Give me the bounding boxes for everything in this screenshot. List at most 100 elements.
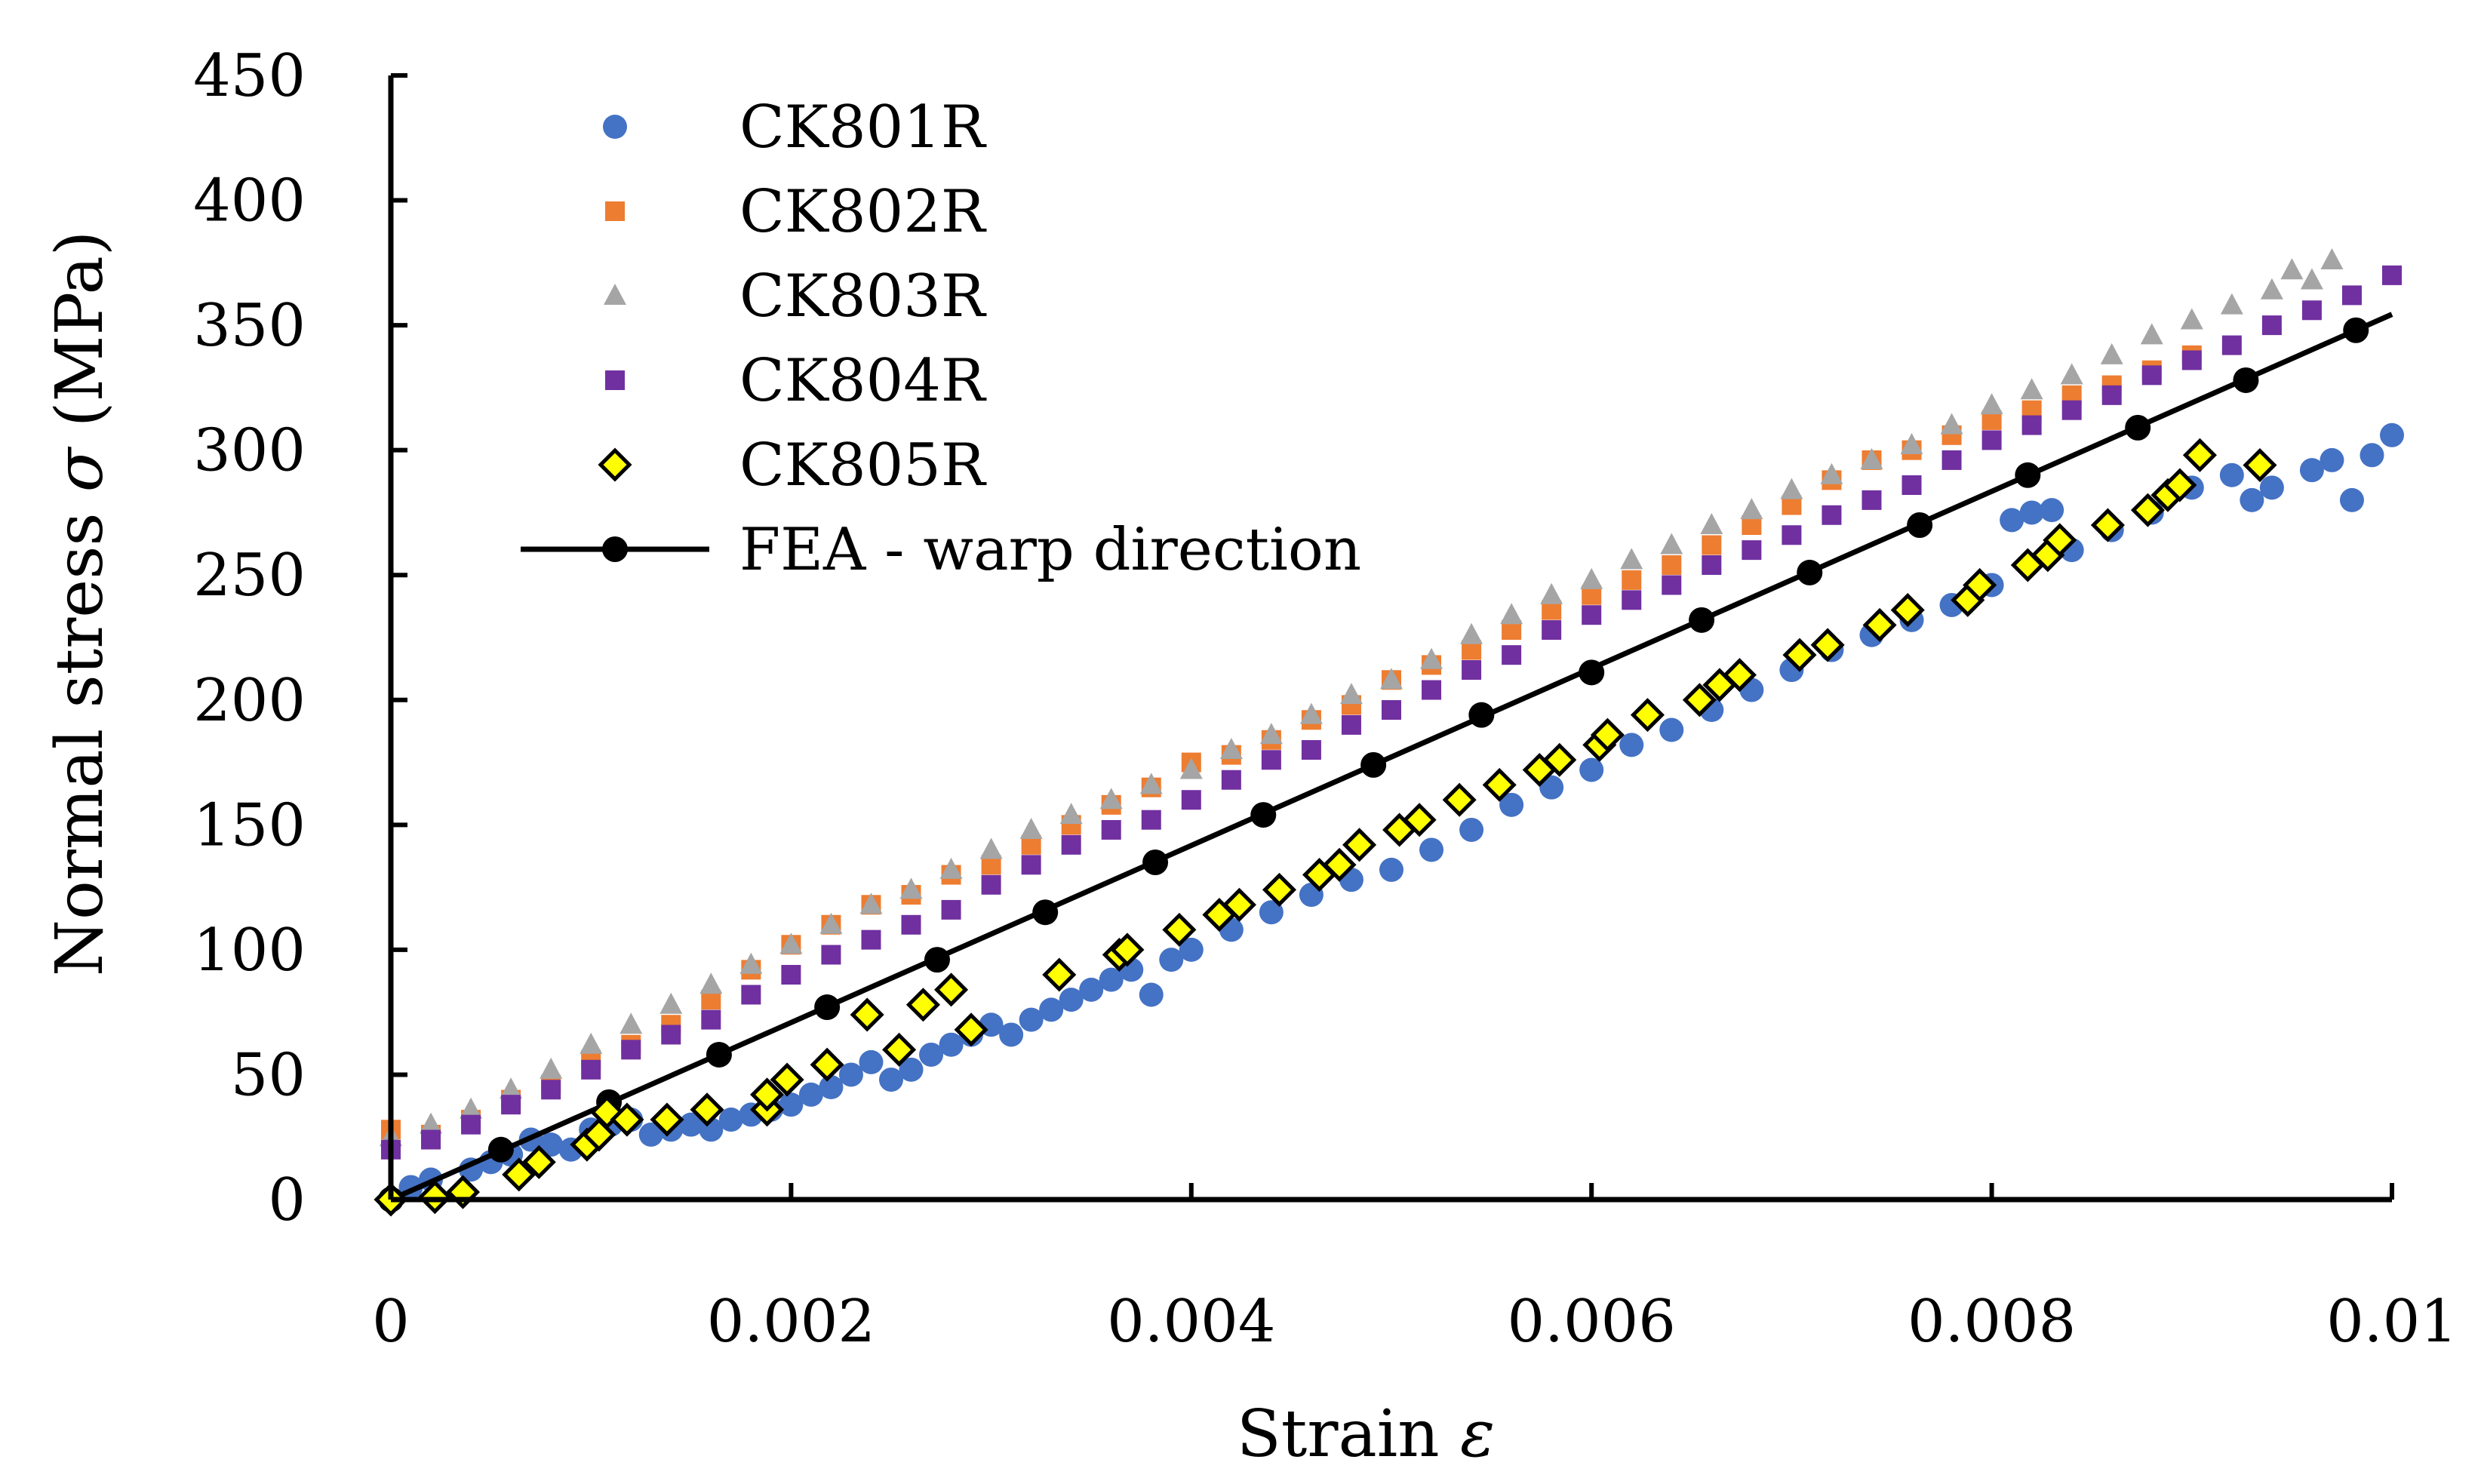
fea-data-point — [1689, 607, 1715, 633]
data-point — [1382, 700, 1401, 720]
data-point — [1622, 590, 1642, 610]
data-point — [1900, 433, 1923, 455]
data-point — [739, 952, 763, 974]
legend-marker — [598, 447, 632, 482]
legend-marker — [603, 115, 627, 139]
data-point — [779, 1092, 804, 1117]
data-point — [1322, 847, 1357, 882]
data-point — [1259, 900, 1284, 925]
data-point — [861, 929, 881, 950]
y-tick-label: 0 — [268, 1166, 306, 1234]
legend-label: CK804R — [739, 347, 987, 415]
data-point — [850, 997, 884, 1032]
data-point — [1722, 658, 1757, 693]
data-point — [882, 1032, 917, 1067]
data-point — [521, 1144, 556, 1179]
data-point — [1460, 622, 1483, 644]
legend-label: FEA - warp direction — [739, 516, 1361, 584]
data-point — [1539, 775, 1564, 800]
data-point — [2320, 248, 2344, 270]
fea-data-point — [2233, 367, 2259, 393]
data-point — [1482, 767, 1517, 802]
data-point — [638, 1122, 663, 1147]
data-point — [718, 1108, 743, 1132]
data-point — [2243, 447, 2277, 483]
data-point — [899, 877, 923, 899]
data-point — [1580, 567, 1603, 589]
data-point — [1462, 660, 1482, 681]
data-point — [919, 1042, 944, 1067]
data-point — [501, 1095, 521, 1115]
data-point — [1219, 738, 1243, 759]
data-point — [539, 1132, 564, 1157]
fea-data-point — [1907, 512, 1933, 538]
series-ck804r — [381, 265, 2402, 1160]
data-point — [1941, 450, 1962, 470]
data-point — [1442, 782, 1477, 817]
data-point — [580, 1032, 603, 1054]
data-point — [1262, 872, 1297, 907]
legend-label: CK803R — [739, 263, 987, 330]
data-point — [2090, 508, 2125, 542]
fea-data-point — [1360, 751, 1387, 778]
fea-data-point — [1142, 850, 1169, 875]
fea-data-point — [814, 994, 841, 1021]
data-point — [2130, 493, 2165, 527]
fea-line — [389, 312, 2393, 1203]
data-point — [1110, 932, 1145, 967]
data-point — [500, 1077, 523, 1099]
data-point — [901, 914, 921, 935]
data-point — [461, 1114, 481, 1135]
data-point — [879, 1068, 903, 1092]
fea-data-point — [1579, 659, 1605, 686]
series-ck803r — [380, 248, 2344, 1147]
data-point — [1159, 948, 1184, 972]
data-point — [1339, 683, 1363, 705]
data-point — [2040, 498, 2064, 523]
data-point — [779, 932, 803, 954]
data-point — [1579, 757, 1604, 782]
data-point — [661, 1025, 681, 1045]
data-point — [798, 1082, 823, 1107]
data-point — [1419, 837, 1444, 862]
data-point — [2141, 365, 2162, 386]
y-tick-label: 200 — [193, 667, 306, 735]
data-point — [2181, 350, 2202, 370]
data-point — [1620, 548, 1643, 570]
data-point — [460, 1097, 483, 1119]
data-point — [1500, 603, 1523, 625]
data-point — [1139, 982, 1164, 1007]
data-point — [2259, 475, 2284, 500]
data-point — [1341, 714, 1361, 735]
data-point — [1862, 490, 1882, 510]
legend-marker — [602, 536, 628, 562]
y-ticks: 0 50 100 150 200 250 300 350 400 450 — [193, 42, 407, 1234]
y-tick-label: 50 — [231, 1041, 306, 1109]
x-axis-title: Strain ε — [1237, 1396, 1495, 1472]
data-point — [1139, 773, 1163, 794]
data-point — [621, 1040, 641, 1060]
data-point — [1380, 668, 1403, 690]
data-point — [540, 1057, 563, 1079]
data-point — [2220, 293, 2243, 315]
data-point — [690, 1092, 724, 1127]
y-tick-label: 150 — [193, 791, 306, 859]
series-fea-warp-direction — [378, 312, 2393, 1212]
fea-data-point — [2343, 317, 2369, 343]
legend-item-ck805r: CK805R — [598, 432, 987, 499]
data-point — [2021, 415, 2042, 435]
y-tick-label: 100 — [193, 917, 306, 985]
legend-item-ck802r: CK802R — [605, 178, 987, 246]
data-point — [1860, 447, 1883, 469]
data-point — [2320, 447, 2344, 472]
data-point — [859, 1049, 884, 1074]
data-point — [659, 992, 683, 1014]
fea-data-point — [2125, 414, 2151, 441]
legend-item-ck804r: CK804R — [605, 347, 987, 415]
data-point — [420, 1112, 443, 1134]
legend-label: CK801R — [739, 94, 987, 161]
data-point — [421, 1129, 441, 1150]
data-point — [1660, 533, 1683, 555]
data-point — [838, 1062, 863, 1087]
data-point — [1059, 988, 1084, 1012]
